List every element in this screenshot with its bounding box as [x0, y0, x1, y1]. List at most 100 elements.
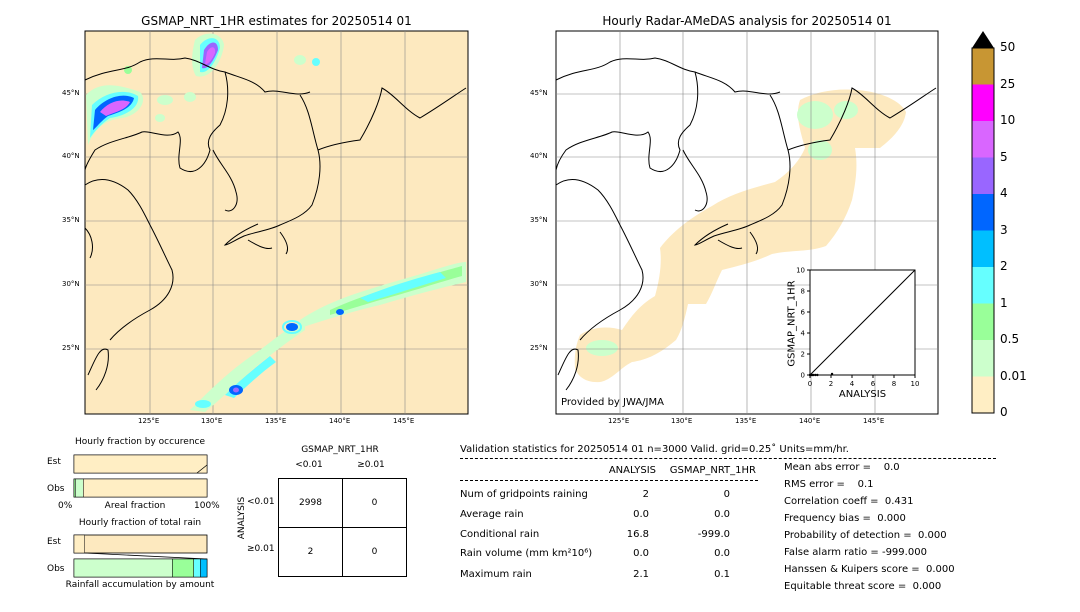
occurrence-bars: [73, 454, 208, 498]
contingency-col-ge: ≥0.01: [357, 460, 385, 470]
colorbar-segment: [972, 48, 994, 85]
stat-gsmap: 0.0: [714, 548, 730, 559]
left-lon-130: 130°E: [201, 417, 223, 425]
score-bias: Frequency bias = 0.000: [784, 513, 906, 524]
occurrence-row-obs: Obs: [47, 484, 65, 494]
scatter-xlabel: ANALYSIS: [838, 389, 887, 400]
score-corr: Correlation coeff = 0.431: [784, 496, 914, 507]
occurrence-segment: [83, 478, 208, 498]
score-far: False alarm ratio = -999.000: [784, 547, 927, 558]
right-lat-35: 35°N: [530, 216, 548, 224]
left-map-title: GSMAP_NRT_1HR estimates for 20250514 01: [141, 14, 412, 28]
colorbar-segment: [972, 157, 994, 194]
scatter-xtick-label: 0: [808, 380, 812, 388]
left-lat-45: 45°N: [62, 89, 80, 97]
left-lat-30: 30°N: [62, 280, 80, 288]
right-lon-135: 135°E: [735, 417, 757, 425]
contingency-cell: 2998: [278, 478, 343, 528]
validation-divider: [460, 458, 996, 459]
stat-gsmap: -999.0: [697, 529, 730, 540]
left-rain-areas: [86, 33, 466, 412]
total-rain-row-obs: Obs: [47, 564, 65, 574]
scatter-xtick-label: 2: [829, 380, 833, 388]
colorbar-label: 25: [1000, 76, 1016, 91]
colorbar-label: 4: [1000, 186, 1008, 200]
colorbar-label: 5: [1000, 149, 1008, 164]
score-ets: Equitable threat score = 0.000: [784, 581, 942, 592]
scatter-ytick-label: 10: [796, 267, 805, 275]
scatter-ytick-label: 4: [801, 330, 806, 338]
scatter-xtick-label: 4: [850, 380, 855, 388]
contingency-table: 2998 0 2 0: [278, 478, 407, 577]
scatter-plot: 0 2 4 6 8 10 0 2 4 6 8 10: [796, 267, 920, 389]
right-lat-45: 45°N: [530, 89, 548, 97]
colorbar-label: 10: [1000, 113, 1016, 127]
right-lon-130: 130°E: [671, 417, 693, 425]
left-coastlines: [84, 57, 467, 391]
contingency-row-axis: ANALYSIS: [237, 496, 247, 540]
total-rain-segment: [73, 534, 85, 554]
colorbar-segment: [972, 340, 994, 377]
colorbar-label: 2: [1000, 259, 1008, 273]
left-lat-35: 35°N: [62, 216, 80, 224]
scatter-diagonal: [809, 269, 916, 376]
stat-analysis: 2: [642, 489, 649, 500]
left-lon-125: 125°E: [138, 417, 160, 425]
scatter-point: [814, 373, 817, 377]
total-rain-track: [73, 534, 208, 554]
stat-label: Maximum rain: [460, 569, 532, 580]
colorbar-segment: [972, 121, 994, 158]
occurrence-connector: [196, 464, 208, 474]
total-rain-segment: [193, 558, 201, 578]
total-rain-connector: [84, 552, 208, 560]
occurrence-title: Hourly fraction by occurence: [74, 437, 206, 447]
colorbar: [971, 31, 995, 414]
scatter-ytick-label: 0: [801, 372, 805, 380]
total-rain-row-est: Est: [47, 537, 61, 547]
validation-col-gsmap: GSMAP_NRT_1HR: [669, 465, 756, 476]
left-lon-145: 145°E: [393, 417, 415, 425]
score-rms: RMS error = 0.1: [784, 479, 874, 490]
right-lon-145: 145°E: [863, 417, 885, 425]
scatter-ytick-label: 6: [801, 309, 806, 317]
colorbar-segment: [972, 84, 994, 121]
score-mae: Mean abs error = 0.0: [784, 462, 900, 473]
stat-label: Average rain: [460, 509, 524, 520]
contingency-row-lt: <0.01: [247, 497, 275, 507]
left-lat-40: 40°N: [62, 152, 80, 160]
validation-header: Validation statistics for 20250514 01 n=…: [460, 444, 849, 455]
stat-label: Num of gridpoints raining: [460, 489, 588, 500]
occurrence-axis-left: 0%: [58, 501, 73, 511]
left-lon-135: 135°E: [265, 417, 287, 425]
data-credit: Provided by JWA/JMA: [561, 397, 664, 408]
right-map-title: Hourly Radar-AMeDAS analysis for 2025051…: [602, 14, 892, 28]
score-hk: Hanssen & Kuipers score = 0.000: [784, 564, 955, 575]
occurrence-axis-right: 100%: [194, 501, 220, 511]
score-pod: Probability of detection = 0.000: [784, 530, 947, 541]
contingency-title: GSMAP_NRT_1HR: [301, 445, 379, 455]
scatter-xtick-label: 10: [911, 380, 920, 388]
total-rain-segment: [200, 558, 208, 578]
colorbar-label: 0.5: [1000, 332, 1020, 346]
stat-analysis: 16.8: [626, 529, 649, 540]
total-rain-bars: [73, 534, 208, 578]
total-rain-segment: [172, 558, 194, 578]
right-lon-125: 125°E: [608, 417, 630, 425]
contingency-cell: 0: [342, 527, 407, 577]
scatter-point: [816, 373, 819, 377]
stat-gsmap: 0: [723, 489, 730, 500]
contingency-col-lt: <0.01: [295, 460, 323, 470]
validation-col-analysis: ANALYSIS: [608, 465, 656, 476]
colorbar-overflow-triangle: [972, 31, 994, 48]
scatter-point: [811, 373, 815, 377]
occurrence-segment: [73, 454, 208, 474]
colorbar-label: 0: [1000, 405, 1008, 419]
right-lat-25: 25°N: [530, 344, 548, 352]
colorbar-segment: [972, 267, 994, 304]
right-coverage: [574, 89, 906, 383]
contingency-cell: 2: [278, 527, 343, 577]
scatter-ytick-label: 8: [801, 288, 805, 296]
left-lon-140: 140°E: [329, 417, 351, 425]
stat-analysis: 0.0: [633, 548, 649, 559]
occurrence-row-est: Est: [47, 457, 61, 467]
